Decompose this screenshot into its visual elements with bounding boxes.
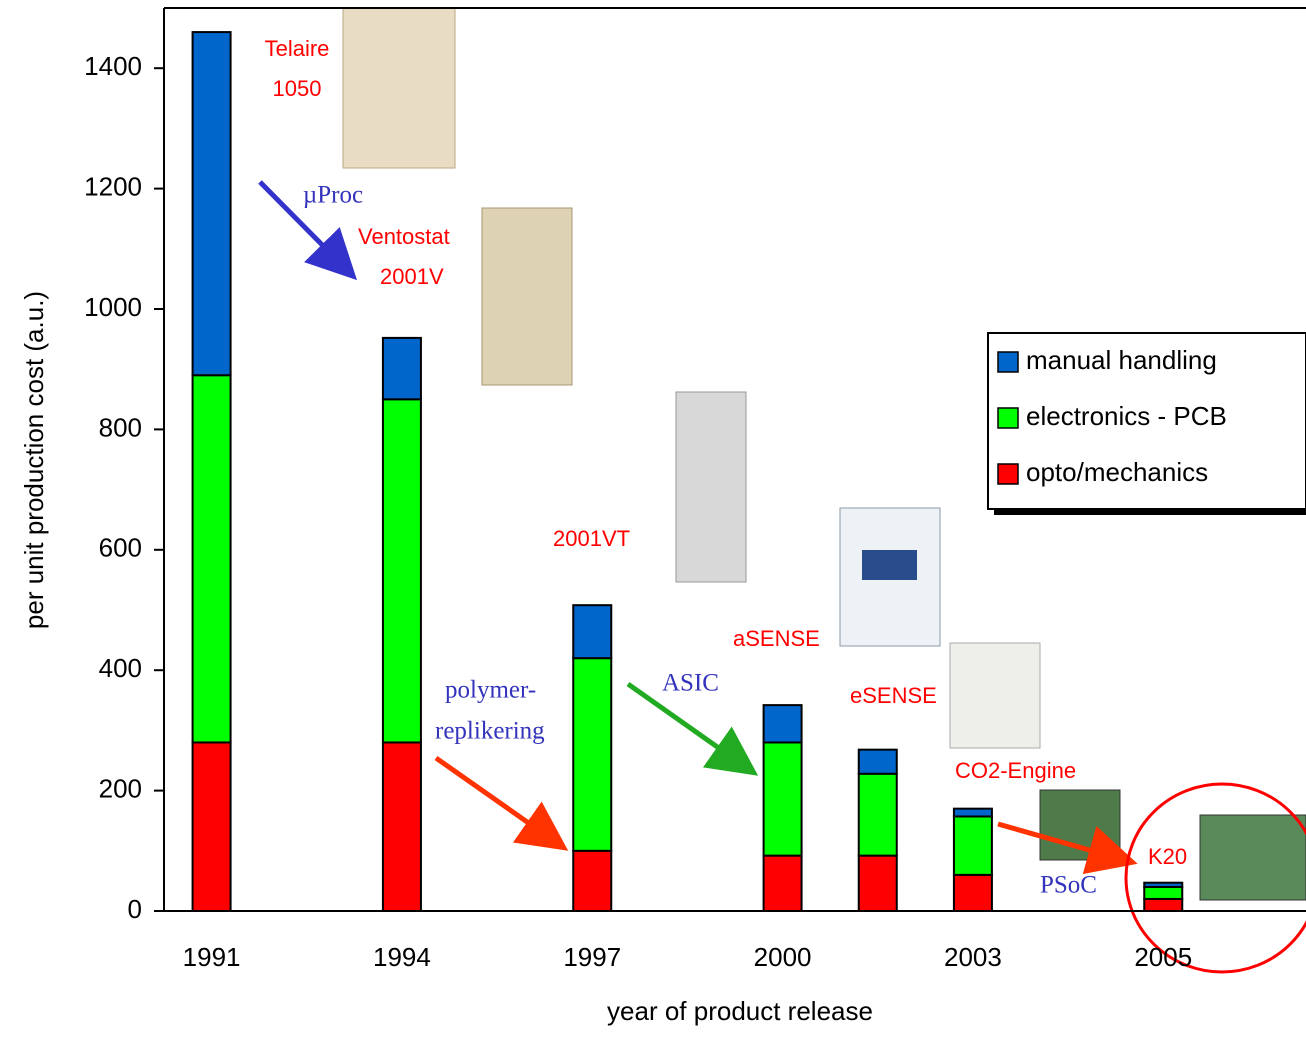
arrow (626, 681, 759, 776)
annotation: PSoC (1040, 872, 1097, 899)
bar-segment (762, 704, 803, 744)
bar-segment (572, 849, 613, 912)
annotation: Telaire (265, 36, 330, 61)
bar-segment (191, 374, 232, 744)
bar-segment (572, 604, 613, 660)
photo (342, 7, 456, 169)
y-tick-label: 1200 (84, 171, 142, 201)
x-tick-label: 1994 (373, 942, 431, 972)
product-photos (342, 7, 1306, 901)
annotations: Telaire 1050 µProc Ventostat 2001V 2001VT aSEN… (265, 36, 1188, 899)
x-tick-label: 1991 (183, 942, 241, 972)
annotation: 2001VT (553, 526, 630, 551)
legend-label: electronics - PCB (1026, 401, 1227, 431)
annotation: ASIC (662, 670, 719, 697)
annotation: 2001V (380, 264, 444, 289)
photo-display (862, 550, 917, 580)
legend-swatch (997, 407, 1019, 429)
annotation: replikering (435, 718, 545, 745)
bar-segment (381, 741, 422, 912)
y-tick-label: 200 (99, 773, 142, 803)
y-tick-label: 0 (128, 894, 142, 924)
x-tick-label: 2003 (944, 942, 1002, 972)
bar-segment (191, 741, 232, 912)
legend-label: manual handling (1026, 345, 1217, 375)
x-axis-label: year of product release (607, 996, 873, 1026)
bar-segment (381, 398, 422, 744)
bar-segment (191, 31, 232, 377)
highlight-circle (1124, 782, 1306, 974)
bar-segment (1143, 881, 1184, 888)
y-tick-label: 800 (99, 412, 142, 442)
annotation: aSENSE (733, 626, 820, 651)
x-tick-label: 1997 (563, 942, 621, 972)
photo (949, 642, 1041, 749)
bar-segment (952, 873, 993, 913)
legend-box (987, 332, 1306, 510)
annotation: 1050 (273, 76, 322, 101)
bar-segment (857, 748, 898, 775)
y-tick-label: 1000 (84, 292, 142, 322)
arrow (434, 755, 569, 851)
bar-segment (1143, 885, 1184, 900)
y-axis-label: per unit production cost (a.u.) (19, 291, 49, 629)
bar-segment (762, 741, 803, 857)
bar-segment (857, 772, 898, 857)
arrow (997, 821, 1138, 875)
bar-segment (952, 815, 993, 876)
photo (481, 207, 573, 386)
legend-swatch (997, 463, 1019, 485)
bar-segment (762, 854, 803, 913)
legend (987, 332, 1306, 515)
annotation: eSENSE (850, 683, 937, 708)
arrows (258, 180, 1138, 875)
legend-label: opto/mechanics (1026, 457, 1208, 487)
x-tick-label: 2000 (754, 942, 812, 972)
photo (1199, 814, 1306, 901)
annotation: µProc (303, 182, 363, 209)
annotation: CO2-Engine (955, 758, 1076, 783)
bar-segment (857, 854, 898, 913)
arrow (258, 180, 358, 281)
photo (675, 391, 747, 583)
bar-segment (572, 657, 613, 852)
bar-segment (1143, 897, 1184, 913)
annotation: polymer- (445, 677, 536, 704)
annotation: K20 (1148, 844, 1187, 869)
x-tick-label: 2005 (1134, 942, 1192, 972)
y-tick-label: 1400 (84, 51, 142, 81)
bar-segment (381, 336, 422, 401)
y-tick-label: 400 (99, 653, 142, 683)
y-tick-label: 600 (99, 533, 142, 563)
annotation: Ventostat (358, 224, 450, 249)
legend-swatch (997, 351, 1019, 373)
bar-segment (952, 807, 993, 818)
